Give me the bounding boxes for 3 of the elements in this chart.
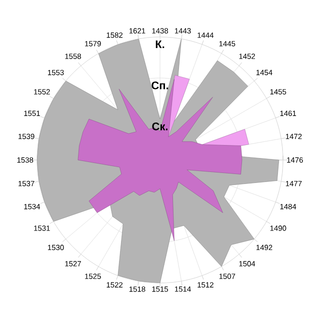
y-tick-label: Сп. (152, 82, 168, 90)
y-tick-label: Ск. (152, 122, 168, 130)
y-tick-label: К. (156, 40, 164, 48)
